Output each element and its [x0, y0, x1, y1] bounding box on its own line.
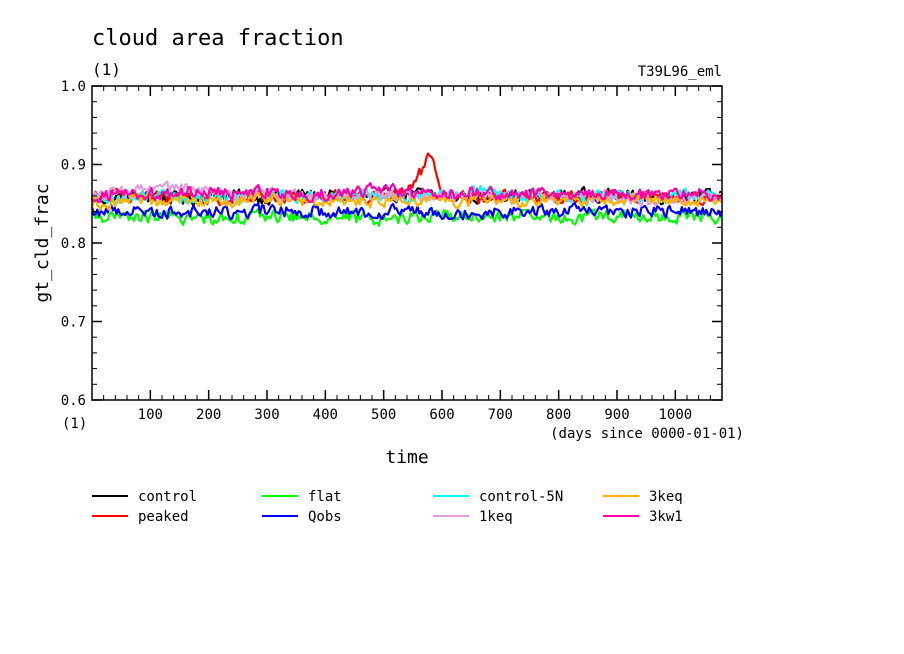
series-line-flat	[91, 207, 723, 227]
x-tick-label: 300	[254, 407, 279, 423]
legend-label: 3keq	[649, 489, 683, 505]
x-tick-label: 400	[313, 407, 338, 423]
chart-title: cloud area fraction	[92, 26, 344, 51]
plot-frame	[91, 85, 723, 401]
x-tick-label: 200	[196, 407, 221, 423]
x-tick-label: 100	[138, 407, 163, 423]
legend-label: 3kw1	[649, 509, 683, 525]
x-tick-label: 500	[371, 407, 396, 423]
x-tick-label: 700	[488, 407, 513, 423]
legend-label: peaked	[138, 509, 189, 525]
y-tick-label: 0.6	[61, 393, 86, 409]
x-axis-label: time	[385, 447, 428, 468]
x-tick-label: 800	[546, 407, 571, 423]
y-axis-label: gt_cld_frac	[32, 183, 53, 302]
x-axis-units-left: (1)	[62, 416, 87, 432]
x-tick-label: 600	[429, 407, 454, 423]
experiment-label: T39L96_eml	[638, 64, 722, 80]
x-axis-units: (days since 0000-01-01)	[550, 426, 744, 442]
y-tick-label: 0.7	[61, 315, 86, 331]
x-axis: 100 200 300 400 500 600 700 800 900 1000	[103, 86, 711, 423]
legend-label: control	[138, 489, 197, 505]
y-axis: 0.6 0.7 0.8 0.9 1.0	[61, 79, 722, 409]
x-tick-label: 900	[604, 407, 629, 423]
legend-label: flat	[308, 489, 342, 505]
chart-units: (1)	[92, 60, 121, 79]
legend-label: control-5N	[479, 489, 563, 505]
y-tick-label: 0.9	[61, 158, 86, 174]
x-tick-label: 1000	[658, 407, 692, 423]
y-tick-label: 0.8	[61, 236, 86, 252]
series-line-qobs	[90, 202, 724, 221]
series-line-3kw1	[91, 182, 723, 204]
series-line-3keq	[90, 191, 724, 212]
y-tick-label: 1.0	[61, 79, 86, 95]
legend-label: 1keq	[479, 509, 513, 525]
legend: control peaked flat Qobs control-5N 1keq 3keq 3…	[92, 489, 683, 525]
series-layer	[90, 152, 724, 227]
legend-label: Qobs	[308, 509, 342, 525]
